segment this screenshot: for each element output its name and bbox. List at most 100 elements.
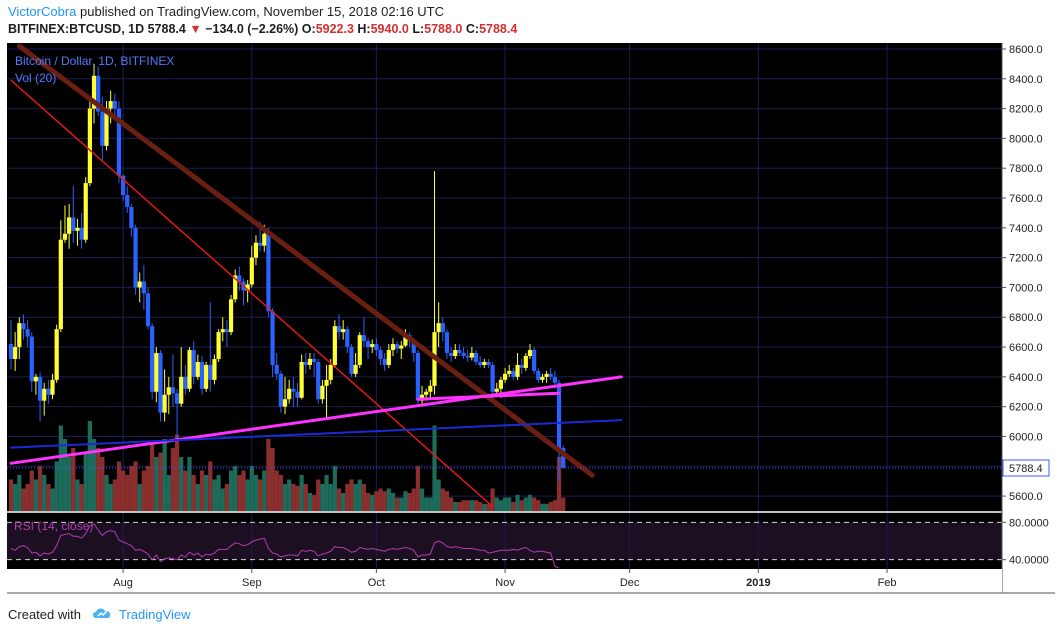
- tradingview-link[interactable]: TradingView: [118, 607, 191, 622]
- candle-body: [328, 364, 333, 380]
- candle-body: [424, 391, 429, 395]
- volume-bar: [444, 491, 450, 511]
- volume-bar: [46, 484, 51, 511]
- candle-body: [191, 350, 196, 377]
- volume-bar: [361, 484, 367, 511]
- price-tick-label: 6800.0: [1009, 312, 1043, 324]
- candle-body: [100, 111, 105, 146]
- rsi-tick-label: 80.0000: [1009, 517, 1049, 529]
- volume-bar: [158, 452, 163, 511]
- volume-bar: [407, 493, 412, 511]
- candle-body: [58, 239, 63, 330]
- price-axis[interactable]: [1002, 43, 1055, 593]
- volume-bar: [62, 439, 68, 511]
- legend-title: Bitcoin / Dollar, 1D, BITFINEX: [15, 54, 174, 68]
- candle-body: [258, 242, 263, 246]
- candle-body: [473, 353, 479, 362]
- volume-bar: [83, 452, 88, 511]
- rsi-band: [7, 522, 1002, 560]
- volume-bar: [336, 488, 342, 511]
- candle-body: [382, 358, 387, 365]
- open-value: 5922.3: [315, 22, 354, 36]
- volume-bar: [316, 479, 321, 511]
- volume-bar: [108, 484, 113, 511]
- volume-bar: [13, 484, 18, 511]
- candle-body: [482, 361, 487, 365]
- candle-body: [336, 326, 342, 333]
- price-tick-label: 8200.0: [1009, 104, 1043, 116]
- candle-body: [8, 344, 14, 359]
- candle-body: [121, 175, 126, 196]
- candle-body: [87, 108, 92, 184]
- tradingview-cloud-icon: [91, 606, 113, 623]
- volume-bar: [37, 466, 43, 511]
- candle-body: [179, 376, 184, 404]
- candle-body: [307, 358, 313, 365]
- last-price-label-group: 5788.4: [1002, 459, 1050, 477]
- candle-body: [399, 345, 404, 349]
- volume-bar: [249, 466, 254, 511]
- volume-bar: [262, 470, 267, 511]
- volume-bar: [403, 491, 408, 511]
- volume-bar: [129, 466, 134, 511]
- candle-body: [523, 355, 528, 368]
- candle-body: [353, 364, 358, 374]
- volume-bar: [556, 457, 562, 511]
- volume-bar: [324, 475, 329, 511]
- published-text: published on TradingView.com, November 1…: [80, 4, 445, 19]
- volume-bar: [428, 497, 433, 511]
- volume-bar: [295, 485, 300, 511]
- candle-body: [112, 101, 117, 109]
- time-axis[interactable]: Aug Sep Oct Nov Dec 2019 Feb: [7, 569, 1002, 593]
- candle-body: [228, 299, 234, 333]
- volume-bar: [390, 493, 396, 511]
- candle-body: [154, 353, 159, 392]
- volume-bar: [386, 488, 391, 511]
- candle-body: [411, 341, 416, 354]
- volume-bar: [150, 443, 155, 511]
- volume-bar: [67, 457, 72, 511]
- volume-bar: [440, 488, 445, 511]
- volume-bar: [237, 475, 242, 511]
- candle-body: [299, 361, 304, 398]
- rsi-tick-label: 40.0000: [1009, 555, 1049, 567]
- volume-bar: [75, 479, 80, 511]
- volume-bar: [307, 493, 313, 511]
- candle-body: [316, 361, 321, 400]
- candle-body: [478, 361, 483, 365]
- candle-body: [295, 391, 300, 398]
- candle-body: [490, 364, 495, 392]
- volume-bar: [71, 448, 76, 511]
- candle-body: [457, 350, 462, 354]
- candle-body: [544, 373, 549, 377]
- candle-body: [29, 336, 34, 382]
- author-link[interactable]: VictorCobra: [8, 4, 77, 19]
- time-axis-bg: [7, 569, 1002, 593]
- volume-bar: [457, 502, 462, 511]
- candle-body: [552, 376, 557, 383]
- time-tick-label: Aug: [113, 577, 133, 589]
- volume-bar: [561, 497, 566, 511]
- candle-body: [79, 227, 84, 240]
- volume-bar: [378, 488, 383, 511]
- candle-body: [67, 217, 72, 234]
- candle-body: [365, 341, 371, 348]
- volume-bar: [303, 484, 308, 511]
- volume-bar: [532, 497, 537, 511]
- volume-bar: [436, 479, 441, 511]
- candle-body: [548, 373, 553, 377]
- candle-body: [357, 335, 362, 365]
- candle-body: [158, 353, 163, 413]
- volume-bar: [204, 475, 209, 511]
- candle-body: [220, 329, 225, 333]
- candle-body: [141, 281, 146, 294]
- volume-bar: [548, 502, 553, 511]
- candle-body: [150, 326, 155, 392]
- candle-body: [415, 353, 420, 401]
- volume-bar: [345, 484, 350, 511]
- volume-bar: [519, 500, 524, 511]
- candle-body: [162, 394, 167, 413]
- volume-bar: [212, 479, 217, 511]
- volume-bar: [42, 475, 47, 511]
